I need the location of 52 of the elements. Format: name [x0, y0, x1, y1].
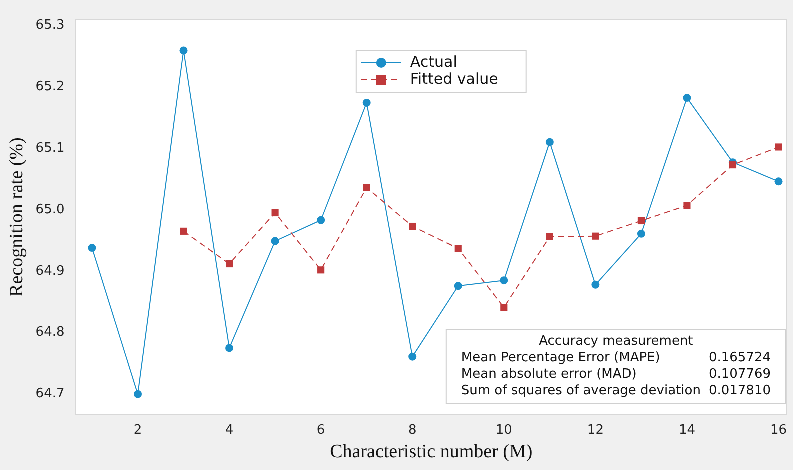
- x-tick-label: 2: [134, 422, 142, 438]
- point: [546, 138, 554, 146]
- point: [729, 162, 737, 169]
- point: [774, 178, 783, 186]
- point: [684, 202, 691, 210]
- y-tick-label: 64.7: [36, 386, 65, 402]
- point: [317, 216, 326, 224]
- point: [409, 222, 416, 230]
- point: [546, 233, 554, 241]
- point: [454, 245, 462, 252]
- x-tick-label: 8: [408, 422, 417, 438]
- y-tick-label: 65.1: [36, 140, 65, 156]
- y-axis-title: Recognition rate (%): [6, 138, 28, 297]
- point: [592, 280, 600, 289]
- y-tick-label: 64.9: [36, 264, 65, 279]
- point: [272, 209, 279, 217]
- y-tick-label: 65.3: [36, 18, 65, 33]
- legend-label: Actual: [410, 52, 458, 71]
- point: [226, 260, 234, 268]
- y-tick-label: 65.0: [36, 202, 65, 218]
- point: [180, 46, 188, 55]
- y-tick-label: 65.2: [36, 79, 65, 94]
- text: Mean Percentage Error (MAPE) 0.165724: [461, 350, 771, 366]
- x-tick-label: 12: [587, 422, 604, 438]
- y-tick-label: 64.8: [36, 325, 65, 340]
- x-tick-label: 10: [496, 422, 512, 438]
- point: [88, 244, 96, 252]
- point: [408, 352, 417, 361]
- x-tick-label: 14: [678, 422, 696, 438]
- point: [362, 98, 371, 107]
- x-tick-label: 6: [316, 422, 326, 438]
- legend-label: Fitted value: [410, 70, 498, 88]
- point: [592, 232, 600, 240]
- point: [363, 184, 370, 192]
- point: [500, 304, 508, 312]
- point: [318, 266, 325, 274]
- x-tick-label: 4: [225, 422, 234, 438]
- point: [226, 344, 234, 352]
- x-tick-label: 16: [770, 422, 788, 438]
- point: [180, 228, 188, 235]
- point: [637, 230, 646, 238]
- point: [638, 217, 645, 225]
- point: [271, 237, 280, 246]
- annotation: Sum of squares of average deviation 0.017810: [461, 383, 771, 398]
- point: [775, 144, 782, 151]
- point: [683, 94, 692, 102]
- point: [454, 282, 462, 290]
- text: Mean absolute error (MAD) 0.107769: [461, 366, 771, 382]
- x-axis-title: Characteristic number (M): [330, 442, 533, 463]
- point: [134, 390, 142, 398]
- annotation: Accuracy measurement: [539, 334, 694, 349]
- point: [500, 276, 508, 285]
